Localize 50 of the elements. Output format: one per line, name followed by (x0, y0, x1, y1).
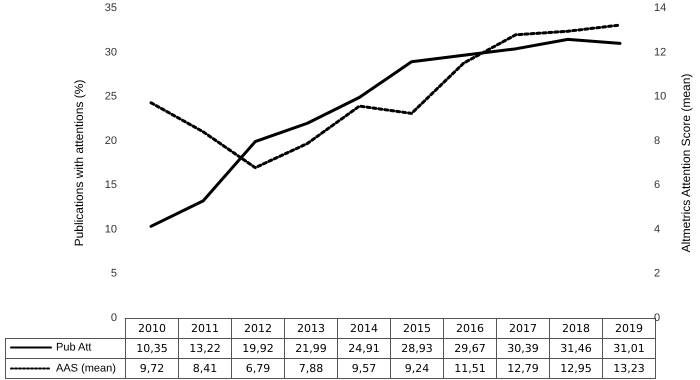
y2-tick-label: 8 (654, 134, 660, 147)
x-tick-label: 2010 (126, 318, 178, 338)
data-label: 24,91 (338, 338, 390, 358)
data-label: 21,99 (284, 338, 338, 358)
y2-tick-label: 2 (654, 268, 660, 280)
x-tick-label: 2011 (178, 318, 232, 338)
data-label: 19,92 (232, 338, 284, 358)
data-label: 11,51 (444, 358, 496, 378)
data-label: 9,57 (338, 358, 390, 378)
legend-label: AAS (mean) (56, 362, 116, 374)
x-tick-label: 2017 (496, 318, 550, 338)
y-tick-label: 35 (104, 2, 117, 14)
y2-tick-label: 0 (654, 312, 660, 324)
data-label: 9,24 (390, 358, 444, 378)
y2-tick-label: 12 (654, 46, 666, 58)
y-tick-label: 15 (104, 179, 117, 192)
y2-tick-label: 10 (654, 90, 666, 103)
data-label: 31,01 (602, 338, 656, 358)
data-label: 8,41 (178, 358, 232, 378)
data-label: 6,79 (232, 358, 284, 378)
y-tick-label: 20 (104, 134, 117, 147)
y-tick-label: 0 (110, 312, 117, 324)
x-tick-label: 2016 (444, 318, 496, 338)
data-label: 7,88 (284, 358, 338, 378)
data-label: 28,93 (390, 338, 444, 358)
data-label: 10,35 (126, 338, 178, 358)
x-tick-label: 2019 (602, 318, 656, 338)
y-tick-label: 30 (104, 46, 117, 58)
x-tick-label: 2015 (390, 318, 444, 338)
y-tick-label: 25 (104, 90, 117, 103)
data-label: 12,95 (550, 358, 602, 378)
data-label: 29,67 (444, 338, 496, 358)
data-label: 30,39 (496, 338, 550, 358)
y2-axis-title: Altmetrics Attention Score (mean) (679, 74, 693, 252)
data-label: 12,79 (496, 358, 550, 378)
data-label: 31,46 (550, 338, 602, 358)
legend-label: Pub Att (56, 342, 92, 354)
x-tick-label: 2012 (232, 318, 284, 338)
data-label: 13,23 (602, 358, 656, 378)
y-axis-title: Publications with attentions (%) (72, 80, 86, 246)
x-tick-label: 2014 (338, 318, 390, 338)
x-tick-label: 2013 (284, 318, 338, 338)
x-tick-label: 2018 (550, 318, 602, 338)
y-tick-label: 10 (104, 223, 117, 236)
y2-tick-label: 4 (654, 223, 660, 236)
y2-tick-label: 6 (654, 179, 660, 192)
y-tick-label: 5 (110, 268, 117, 280)
y2-tick-label: 14 (654, 2, 666, 14)
data-label: 13,22 (178, 338, 232, 358)
data-label: 9,72 (126, 358, 178, 378)
